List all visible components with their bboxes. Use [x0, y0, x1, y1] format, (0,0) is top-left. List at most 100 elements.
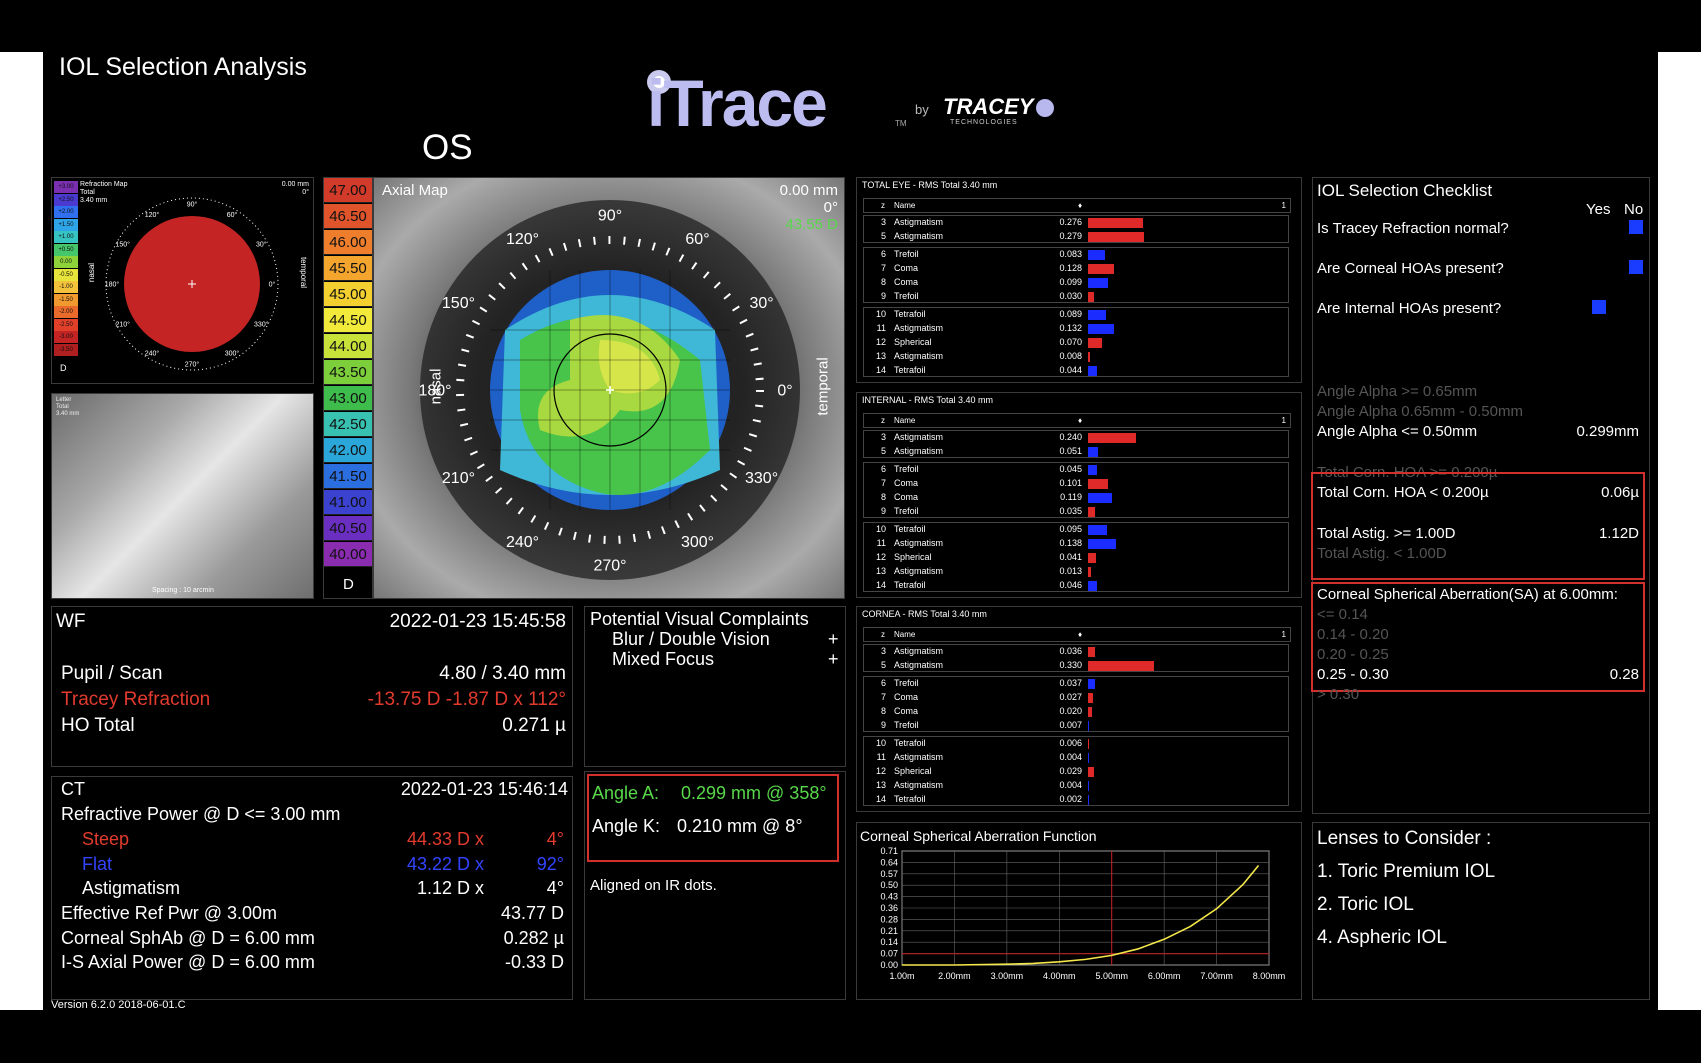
- zernike-name: Astigmatism: [894, 323, 944, 333]
- zernike-row: 13 Astigmatism 0.013: [864, 565, 1288, 578]
- refraction-scale-cell: +1.50: [54, 218, 78, 231]
- astig-axis: 4°: [546, 878, 564, 898]
- is-label: I-S Axial Power @ D = 6.00 mm: [61, 952, 315, 972]
- refraction-map-panel[interactable]: +3.00 +2.50 +2.00 +1.50 +1.00 +0.50 0.00 -0.50-…: [51, 177, 314, 384]
- letter-panel[interactable]: Letter Total 3.40 mm Spacing : 10 arcmin: [51, 393, 314, 599]
- wf-panel: WF 2022-01-23 15:45:58 Pupil / Scan 4.80…: [51, 606, 573, 767]
- zernike-row: 3 Astigmatism 0.036: [864, 645, 1288, 658]
- aligned-note: Aligned on IR dots.: [590, 877, 717, 894]
- zernike-value: 0.020: [1059, 706, 1082, 716]
- checklist-checkbox[interactable]: [1629, 220, 1643, 234]
- zernike-value: 0.101: [1059, 478, 1082, 488]
- lens-item: 1. Toric Premium IOL: [1317, 861, 1496, 882]
- axial-scale-cell: 40.00: [324, 542, 372, 567]
- zernike-bar: [1088, 292, 1094, 302]
- zernike-bar: [1088, 693, 1094, 703]
- zernike-name: Astigmatism: [894, 566, 944, 576]
- zernike-row: 9 Trefoil 0.035: [864, 505, 1288, 518]
- dial-angle-label: 90°: [598, 207, 622, 224]
- zernike-panel: TOTAL EYE - RMS Total 3.40 mm z Name ♦ 1 3 Ast…: [856, 177, 1302, 383]
- hoa-selected: Total Corn. HOA < 0.200µ: [1317, 484, 1489, 501]
- dial-angle-label: 0°: [777, 382, 792, 399]
- zernike-name: Spherical: [894, 766, 932, 776]
- zernike-value: 0.276: [1059, 217, 1082, 227]
- zernike-name: Coma: [894, 492, 919, 502]
- zernike-row: 11 Astigmatism 0.132: [864, 322, 1288, 335]
- zernike-z: 14: [875, 580, 886, 590]
- chart-y-tick: 0.57: [880, 869, 898, 879]
- zernike-group: 10 Tetrafoil 0.095 11 Astigmatism 0.138 12 Sphe…: [863, 522, 1289, 592]
- chart-x-tick: 7.00mm: [1200, 971, 1233, 981]
- chart-y-tick: 0.21: [880, 926, 898, 936]
- axial-map-panel[interactable]: Axial Map 0.00 mm 0° 43.55 D 90° 60° 30° 0°…: [373, 177, 845, 599]
- zernike-name: Tetrafoil: [894, 309, 926, 319]
- zernike-value: 0.041: [1059, 552, 1082, 562]
- dial-angle-label: 210°: [442, 470, 475, 487]
- tracey-sub: TECHNOLOGIES: [950, 119, 1018, 126]
- lens-item: 2. Toric IOL: [1317, 894, 1414, 915]
- letter-line1: Letter: [56, 397, 72, 403]
- dial-angle-label: 270°: [185, 360, 200, 368]
- zernike-bar: [1088, 781, 1089, 791]
- zernike-value: 0.027: [1059, 692, 1082, 702]
- angle-a-label: Angle A:: [592, 783, 660, 803]
- zernike-group: 3 Astigmatism 0.036 5 Astigmatism 0.330: [863, 644, 1289, 672]
- zernike-bar: [1088, 679, 1096, 689]
- zernike-z: 14: [875, 794, 886, 804]
- sa-selected: 0.25 - 0.30: [1317, 666, 1389, 683]
- sphab-value: 0.282 µ: [503, 928, 564, 948]
- axial-scale-cell: 44.00: [324, 334, 372, 359]
- eye-label: OS: [422, 128, 473, 167]
- zernike-z: 13: [875, 351, 886, 361]
- zernike-name: Trefoil: [894, 464, 919, 474]
- refraction-scale-cell: -1.50: [54, 293, 78, 306]
- chart-x-tick: 4.00mm: [1043, 971, 1076, 981]
- zernike-z: 10: [875, 309, 886, 319]
- astig-selected: Total Astig. >= 1.00D: [1317, 525, 1456, 542]
- dial-angle-label: 90°: [187, 200, 198, 208]
- dial-angle-label: 330°: [745, 470, 778, 487]
- zernike-z: 8: [880, 277, 886, 287]
- refraction-deg: 0°: [302, 189, 309, 196]
- zernike-row: 9 Trefoil 0.007: [864, 719, 1288, 732]
- zernike-bar: [1088, 352, 1090, 362]
- zernike-bar: [1088, 218, 1144, 228]
- checklist-question: Are Corneal HOAs present?: [1317, 260, 1504, 277]
- checklist-checkbox[interactable]: [1629, 260, 1643, 274]
- refraction-title: Refraction Map: [80, 181, 128, 188]
- refraction-dist-block: 0.00 mm 0°: [282, 181, 309, 197]
- zernike-row: 9 Trefoil 0.030: [864, 290, 1288, 303]
- dial-angle-label: 0°: [269, 280, 276, 288]
- dial-angle-label: 30°: [256, 240, 267, 248]
- chart-x-tick: 1.00m: [889, 971, 914, 981]
- zernike-z: 12: [875, 337, 886, 347]
- refraction-scale-cell: -1.00: [54, 281, 78, 293]
- zernike-title: INTERNAL - RMS Total 3.40 mm: [862, 395, 994, 405]
- steep-label: Steep: [82, 829, 130, 849]
- alpha-option: Angle Alpha >= 0.65mm: [1317, 383, 1478, 400]
- zernike-z: 8: [880, 706, 886, 716]
- refraction-temporal: temporal: [299, 256, 309, 289]
- zernike-col-z: z: [881, 630, 885, 639]
- zernike-bar: [1088, 324, 1115, 334]
- zernike-value: 0.279: [1059, 231, 1082, 241]
- zernike-row: 8 Coma 0.020: [864, 705, 1288, 718]
- zernike-value: 0.099: [1059, 277, 1082, 287]
- zernike-value: 0.004: [1059, 780, 1082, 790]
- zernike-z: 7: [880, 263, 886, 273]
- zernike-z: 6: [880, 464, 886, 474]
- zernike-row: 10 Tetrafoil 0.006: [864, 737, 1288, 750]
- zernike-z: 9: [880, 506, 886, 516]
- checklist-checkbox[interactable]: [1592, 300, 1606, 314]
- zernike-bar: [1088, 567, 1091, 577]
- dial-angle-label: 240°: [506, 534, 539, 551]
- axial-temporal: temporal: [814, 357, 832, 416]
- axial-scale-cell: 42.00: [324, 438, 372, 463]
- page-title: IOL Selection Analysis: [59, 53, 307, 81]
- zernike-name: Coma: [894, 706, 919, 716]
- itrace-logo: iTrace TM by TRACEY TECHNOLOGIES: [645, 64, 1055, 140]
- refraction-scale-cell: -0.50: [54, 268, 78, 281]
- zernike-row: 13 Astigmatism 0.004: [864, 779, 1288, 792]
- zernike-name: Coma: [894, 692, 919, 702]
- zernike-bar: [1088, 338, 1102, 348]
